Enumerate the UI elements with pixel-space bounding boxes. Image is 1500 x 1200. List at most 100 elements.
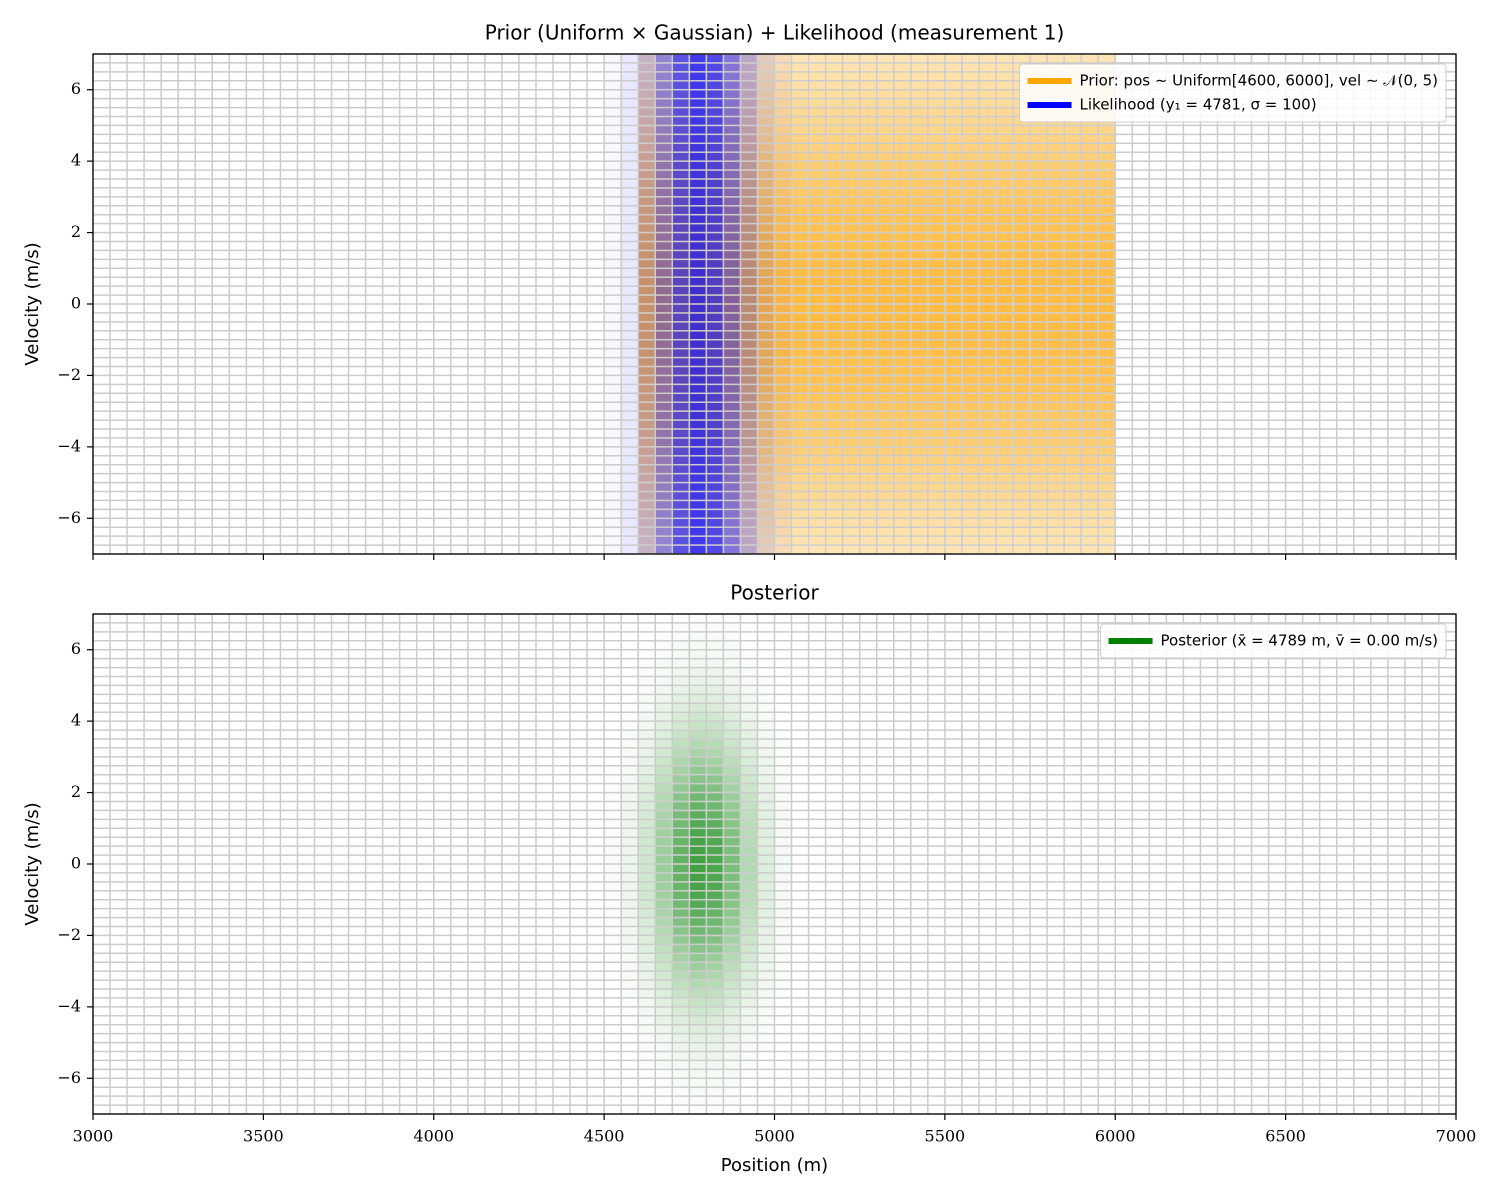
density-cell bbox=[928, 501, 945, 509]
density-cell bbox=[945, 90, 962, 98]
density-cell bbox=[707, 206, 723, 214]
density-cell bbox=[877, 527, 894, 536]
density-cell bbox=[894, 242, 911, 250]
density-cell bbox=[758, 465, 774, 473]
density-cell bbox=[860, 260, 876, 268]
density-cell bbox=[655, 748, 672, 757]
density-cell bbox=[826, 304, 842, 313]
density-cell bbox=[690, 411, 706, 420]
density-cell bbox=[605, 278, 621, 285]
density-cell bbox=[843, 367, 859, 375]
density-cell bbox=[894, 215, 911, 223]
density-cell bbox=[741, 170, 757, 179]
density-cell bbox=[724, 126, 740, 134]
density-cell bbox=[1064, 438, 1081, 447]
density-cell bbox=[758, 224, 774, 232]
density-cell bbox=[843, 161, 859, 170]
density-cell bbox=[724, 918, 740, 926]
density-cell bbox=[979, 322, 996, 331]
density-cell bbox=[860, 519, 876, 527]
density-cell bbox=[996, 251, 1013, 259]
density-cell bbox=[605, 900, 621, 907]
density-cell bbox=[655, 358, 672, 366]
density-cell bbox=[621, 144, 638, 152]
density-cell bbox=[707, 501, 723, 509]
density-cell bbox=[894, 331, 911, 339]
density-cell bbox=[1030, 260, 1047, 268]
density-cell bbox=[809, 179, 825, 188]
density-cell bbox=[741, 126, 757, 134]
density-cell bbox=[996, 367, 1013, 375]
density-cell bbox=[792, 233, 808, 241]
density-cell bbox=[758, 72, 774, 81]
density-cell bbox=[638, 519, 655, 527]
density-cell bbox=[605, 55, 621, 62]
density-cell bbox=[1098, 161, 1115, 170]
density-cell bbox=[928, 144, 945, 152]
density-cell bbox=[945, 331, 962, 339]
density-cell bbox=[911, 135, 928, 143]
density-cell bbox=[775, 385, 791, 393]
density-cell bbox=[655, 54, 672, 63]
density-cell bbox=[707, 385, 723, 393]
density-cell bbox=[741, 474, 757, 482]
density-cell bbox=[809, 492, 825, 500]
y-tick-label: 6 bbox=[71, 639, 81, 658]
density-cell bbox=[877, 420, 894, 429]
density-cell bbox=[707, 820, 723, 828]
density-cell bbox=[1030, 233, 1047, 241]
density-cell bbox=[741, 739, 757, 748]
density-cell bbox=[707, 1043, 723, 1051]
density-cell bbox=[894, 170, 911, 179]
density-cell bbox=[724, 829, 740, 837]
density-cell bbox=[826, 358, 842, 366]
density-cell bbox=[928, 260, 945, 268]
density-cell bbox=[758, 63, 774, 72]
density-cell bbox=[979, 233, 996, 241]
density-cell bbox=[690, 927, 706, 935]
density-cell bbox=[707, 989, 723, 998]
density-cell bbox=[707, 545, 723, 554]
density-cell bbox=[638, 864, 655, 873]
density-cell bbox=[741, 233, 757, 241]
density-cell bbox=[877, 242, 894, 250]
density-cell bbox=[741, 659, 757, 666]
density-cell bbox=[690, 784, 706, 792]
density-cell bbox=[707, 945, 723, 953]
density-cell bbox=[758, 793, 774, 801]
density-cell bbox=[860, 179, 876, 188]
density-cell bbox=[724, 1088, 740, 1095]
density-cell bbox=[655, 695, 672, 703]
density-cell bbox=[655, 465, 672, 473]
density-cell bbox=[655, 277, 672, 286]
density-cell bbox=[1047, 313, 1064, 322]
density-cell bbox=[638, 820, 655, 828]
density-cell bbox=[962, 108, 979, 116]
density-cell bbox=[758, 385, 774, 393]
density-cell bbox=[1013, 429, 1030, 438]
legend-label: Prior: pos ∼ Uniform[4600, 6000], vel ∼ … bbox=[1080, 72, 1438, 90]
density-cell bbox=[655, 891, 672, 899]
density-cell bbox=[724, 545, 740, 554]
density-cell bbox=[860, 206, 876, 214]
density-cell bbox=[605, 528, 621, 535]
density-cell bbox=[996, 233, 1013, 241]
density-cell bbox=[775, 411, 791, 420]
density-cell bbox=[621, 420, 638, 429]
density-cell bbox=[724, 376, 740, 384]
density-cell bbox=[809, 170, 825, 179]
density-cell bbox=[741, 251, 757, 259]
density-cell bbox=[741, 260, 757, 268]
density-cell bbox=[741, 367, 757, 375]
density-cell bbox=[639, 1043, 655, 1050]
density-cell bbox=[741, 989, 757, 998]
y-tick-label: 4 bbox=[71, 151, 81, 170]
density-cell bbox=[690, 704, 706, 712]
density-cell bbox=[673, 438, 689, 447]
density-cell bbox=[605, 224, 621, 231]
density-cell bbox=[1098, 349, 1115, 357]
density-cell bbox=[707, 686, 723, 694]
density-cell bbox=[724, 206, 740, 214]
density-cell bbox=[758, 385, 774, 393]
density-cell bbox=[775, 376, 791, 384]
